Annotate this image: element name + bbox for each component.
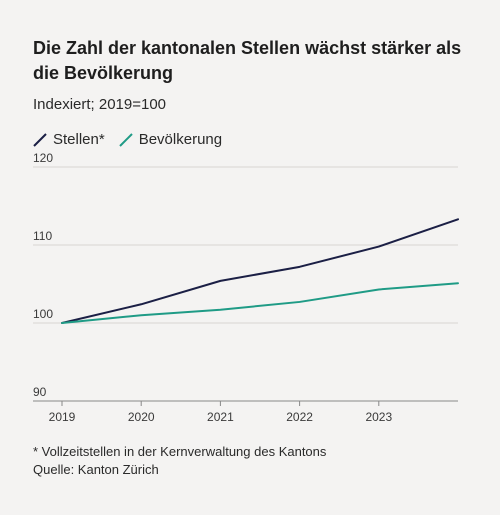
x-tick-label-2019: 2019	[49, 410, 76, 424]
legend-swatch-bevoelkerung	[118, 132, 133, 147]
x-tick-label-2023: 2023	[365, 410, 392, 424]
series-line-1	[61, 282, 459, 324]
legend-item-bevoelkerung: Bevölkerung	[118, 131, 223, 148]
x-tick-label-2020: 2020	[128, 410, 155, 424]
source-text: Quelle: Kanton Zürich	[33, 462, 159, 477]
series-line-0	[61, 218, 459, 324]
legend-item-stellen: Stellen*	[33, 131, 105, 148]
legend-swatch-stellen	[33, 132, 47, 147]
y-tick-label-90: 90	[33, 385, 47, 399]
legend-label-stellen: Stellen*	[53, 131, 105, 148]
chart-title: Die Zahl der kantonalen Stellen wächst s…	[33, 38, 462, 83]
legend-label-bevoelkerung: Bevölkerung	[138, 131, 223, 148]
line-chart: 90 100 110 120 2019 2020 2021 2022 2023	[33, 151, 459, 424]
chart-subtitle: Indexiert; 2019=100	[33, 96, 167, 113]
legend: Stellen* Bevölkerung	[33, 131, 236, 148]
footnote-text: * Vollzeitstellen in der Kernverwaltung …	[33, 444, 327, 459]
y-tick-label-120: 120	[33, 151, 53, 165]
y-tick-label-100: 100	[33, 307, 53, 321]
y-tick-label-110: 110	[33, 229, 52, 243]
footnote-block: * Vollzeitstellen in der Kernverwaltung …	[33, 443, 326, 479]
x-tick-label-2022: 2022	[286, 410, 313, 424]
x-tick-label-2021: 2021	[207, 410, 234, 424]
